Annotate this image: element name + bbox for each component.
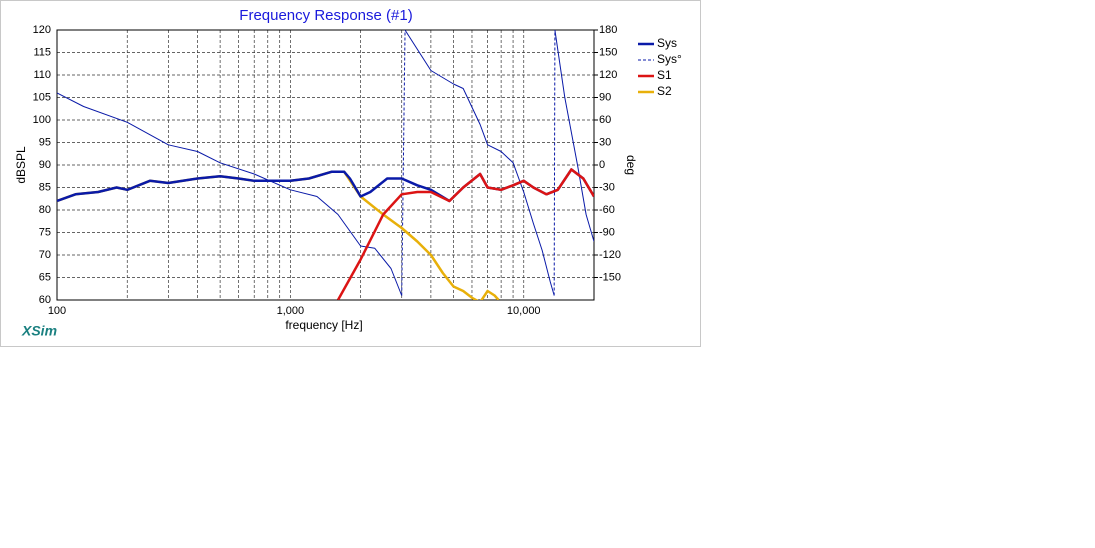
y-tick-label: 105	[33, 91, 51, 103]
series-line	[336, 168, 594, 300]
y2-tick-label: -90	[599, 226, 615, 238]
y2-tick-label: 180	[599, 24, 617, 36]
panel	[0, 0, 701, 347]
y2-tick-label: -150	[599, 271, 621, 283]
y-tick-label: 65	[39, 271, 51, 283]
y-tick-label: 120	[33, 24, 51, 36]
y2-tick-label: 120	[599, 69, 617, 81]
y-tick-label: 100	[33, 114, 51, 126]
series-line	[554, 30, 594, 242]
x-axis-label: frequency [Hz]	[285, 318, 362, 332]
series-line	[404, 30, 555, 296]
y-tick-label: 75	[39, 226, 51, 238]
legend-label: S2	[657, 84, 672, 98]
y2-tick-label: 90	[599, 91, 611, 103]
y2-tick-label: 60	[599, 114, 611, 126]
x-tick-label: 10,000	[507, 305, 541, 317]
y-tick-label: 110	[33, 69, 51, 81]
legend-label: Sys°	[657, 52, 682, 66]
phase-wrap	[401, 30, 406, 296]
y2-tick-label: 0	[599, 159, 605, 171]
phase-wrap	[553, 30, 556, 296]
y-tick-label: 95	[39, 136, 51, 148]
y2-tick-label: -60	[599, 204, 615, 216]
plot-area	[57, 30, 594, 300]
y-tick-label: 80	[39, 204, 51, 216]
y-tick-label: 70	[39, 249, 51, 261]
chart-title: Frequency Response (#1)	[239, 7, 412, 24]
y2-tick-label: 30	[599, 136, 611, 148]
y-axis-label: dBSPL	[14, 146, 28, 184]
x-tick-label: 1,000	[277, 305, 305, 317]
plot-frame	[56, 29, 595, 301]
brand: XSim	[21, 323, 57, 339]
y-tick-label: 90	[39, 159, 51, 171]
y2-tick-label: 150	[599, 46, 617, 58]
y2-axis-label: deg	[624, 155, 638, 175]
legend-label: Sys	[657, 36, 677, 50]
legend-label: S1	[657, 68, 672, 82]
y-tick-label: 85	[39, 181, 51, 193]
y2-tick-label: -120	[599, 249, 621, 261]
y2-tick-label: -30	[599, 181, 615, 193]
x-tick-label: 100	[48, 305, 66, 317]
y-tick-label: 115	[33, 46, 51, 58]
y-tick-label: 60	[39, 294, 51, 306]
